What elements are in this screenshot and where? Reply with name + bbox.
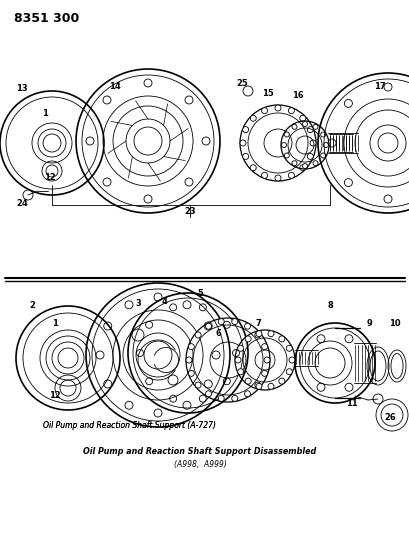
- Circle shape: [278, 336, 284, 342]
- Circle shape: [307, 127, 312, 133]
- Text: 15: 15: [261, 88, 273, 98]
- Text: 7: 7: [254, 319, 260, 327]
- Circle shape: [283, 153, 289, 158]
- Text: 25: 25: [236, 78, 247, 87]
- Circle shape: [237, 369, 243, 375]
- Circle shape: [261, 370, 267, 376]
- Circle shape: [320, 132, 325, 137]
- Circle shape: [218, 395, 224, 401]
- Circle shape: [234, 357, 240, 363]
- Circle shape: [281, 142, 286, 148]
- Circle shape: [288, 357, 294, 363]
- Circle shape: [242, 154, 248, 159]
- Circle shape: [254, 382, 260, 388]
- Text: Oil Pump and Reaction Shaft Support (A-727): Oil Pump and Reaction Shaft Support (A-7…: [43, 421, 216, 430]
- Text: (A998,  A999): (A998, A999): [173, 461, 226, 470]
- Circle shape: [267, 330, 273, 337]
- Text: 4: 4: [162, 296, 168, 305]
- Text: 3: 3: [135, 298, 141, 308]
- Circle shape: [288, 108, 294, 114]
- Text: 12: 12: [44, 173, 56, 182]
- Circle shape: [218, 319, 224, 325]
- Circle shape: [231, 395, 237, 401]
- Circle shape: [283, 132, 289, 137]
- Circle shape: [309, 140, 315, 146]
- Circle shape: [291, 124, 296, 130]
- Circle shape: [307, 154, 312, 159]
- Circle shape: [320, 153, 325, 158]
- Text: 6: 6: [215, 328, 220, 337]
- Text: 8: 8: [326, 301, 332, 310]
- Text: 1: 1: [52, 319, 58, 327]
- Circle shape: [195, 382, 201, 388]
- Circle shape: [261, 172, 267, 179]
- Circle shape: [261, 108, 267, 114]
- Text: 14: 14: [109, 82, 121, 91]
- Circle shape: [249, 165, 256, 171]
- Circle shape: [188, 370, 194, 376]
- Circle shape: [312, 160, 317, 166]
- Text: 13: 13: [16, 84, 28, 93]
- Circle shape: [242, 127, 248, 133]
- Text: 5: 5: [197, 288, 202, 297]
- Circle shape: [186, 357, 191, 363]
- Circle shape: [249, 115, 256, 121]
- Circle shape: [312, 124, 317, 130]
- Circle shape: [267, 383, 273, 389]
- Circle shape: [195, 332, 201, 338]
- Circle shape: [245, 336, 251, 342]
- Text: 2: 2: [29, 301, 35, 310]
- Circle shape: [244, 391, 250, 397]
- Circle shape: [285, 345, 292, 351]
- Circle shape: [263, 357, 270, 363]
- Circle shape: [244, 323, 250, 329]
- Circle shape: [237, 345, 243, 351]
- Text: 24: 24: [16, 198, 28, 207]
- Text: 17: 17: [373, 82, 385, 91]
- Text: 8351 300: 8351 300: [14, 12, 79, 25]
- Circle shape: [291, 160, 296, 166]
- Text: 9: 9: [366, 319, 372, 327]
- Circle shape: [205, 391, 211, 397]
- Text: 16: 16: [291, 91, 303, 100]
- Text: 1: 1: [42, 109, 48, 117]
- Text: 10: 10: [388, 319, 400, 327]
- Circle shape: [302, 164, 307, 168]
- Circle shape: [288, 172, 294, 179]
- Circle shape: [255, 330, 261, 337]
- Circle shape: [188, 344, 194, 350]
- Circle shape: [231, 319, 237, 325]
- Circle shape: [274, 175, 280, 181]
- Text: Oil Pump and Reaction Shaft Support Disassembled: Oil Pump and Reaction Shaft Support Disa…: [83, 447, 316, 456]
- Circle shape: [255, 383, 261, 389]
- Circle shape: [299, 165, 305, 171]
- Circle shape: [285, 369, 292, 375]
- Circle shape: [302, 122, 307, 126]
- Text: Oil Pump and Reaction Shaft Support (A-727): Oil Pump and Reaction Shaft Support (A-7…: [43, 421, 216, 430]
- Circle shape: [254, 332, 260, 338]
- Circle shape: [323, 142, 328, 148]
- Text: 12: 12: [49, 391, 61, 400]
- Circle shape: [239, 140, 245, 146]
- Text: 11: 11: [345, 399, 357, 408]
- Circle shape: [261, 344, 267, 350]
- Circle shape: [274, 105, 280, 111]
- Text: 23: 23: [184, 206, 196, 215]
- Circle shape: [299, 115, 305, 121]
- Circle shape: [278, 378, 284, 384]
- Circle shape: [245, 378, 251, 384]
- Circle shape: [205, 323, 211, 329]
- Text: 26: 26: [383, 414, 395, 423]
